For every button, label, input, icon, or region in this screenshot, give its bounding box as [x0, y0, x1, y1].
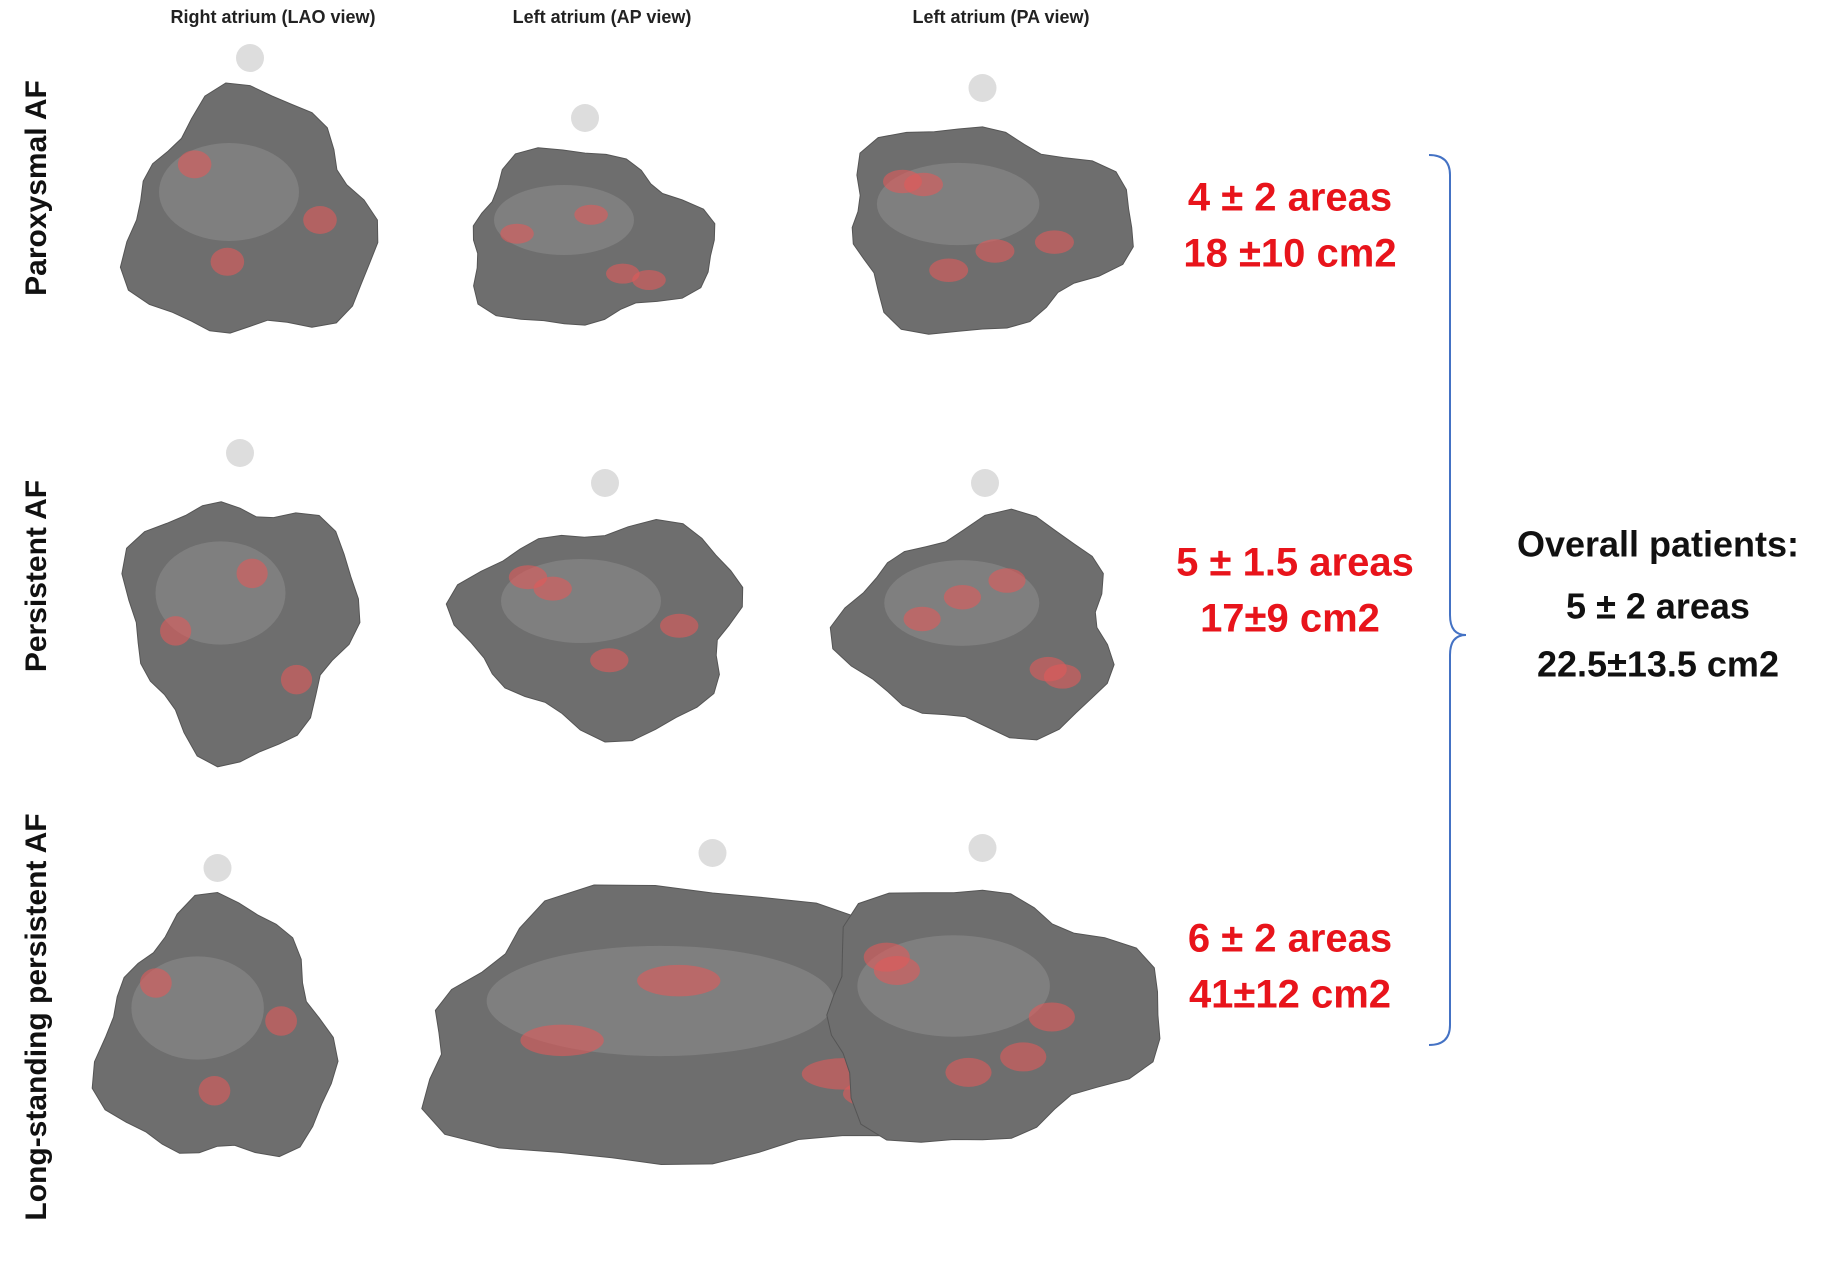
ablation-area	[988, 568, 1026, 593]
ablation-area	[637, 964, 721, 997]
ablation-area	[606, 263, 640, 284]
ablation-area	[520, 1024, 604, 1057]
orientation-icon	[226, 439, 254, 467]
orientation-icon	[571, 104, 599, 132]
column-header: Left atrium (AP view)	[513, 7, 692, 27]
orientation-icon	[968, 834, 997, 862]
ablation-area	[280, 664, 313, 695]
overall-title: Overall patients:	[1517, 524, 1799, 565]
ablation-area	[863, 942, 910, 972]
orientation-icon	[971, 469, 999, 497]
row-label: Long-standing persistent AF	[20, 813, 53, 1220]
ablation-area	[500, 223, 534, 244]
areas-stat: 5 ± 1.5 areas	[1176, 541, 1414, 585]
orientation-icon	[203, 854, 232, 882]
ablation-area	[1043, 664, 1082, 689]
row-label: Persistent AF	[20, 480, 53, 672]
areas-stat: 4 ± 2 areas	[1188, 176, 1392, 220]
ablation-area	[160, 616, 192, 646]
ablation-area	[943, 584, 982, 610]
column-header: Left atrium (PA view)	[912, 7, 1089, 27]
overall-areas: 5 ± 2 areas	[1566, 586, 1750, 627]
ablation-area	[574, 204, 608, 225]
overall-surface: 22.5±13.5 cm2	[1537, 644, 1779, 685]
orientation-icon	[591, 469, 619, 497]
surface-stat: 18 ±10 cm2	[1183, 232, 1396, 276]
column-header: Right atrium (LAO view)	[170, 7, 375, 27]
ablation-area	[590, 648, 629, 673]
ablation-area	[903, 606, 941, 632]
ablation-area	[1000, 1042, 1047, 1072]
surface-stat: 17±9 cm2	[1200, 597, 1380, 641]
brace	[1428, 154, 1467, 1046]
ablation-area	[303, 206, 337, 234]
ablation-area	[929, 258, 969, 282]
ablation-area	[236, 558, 268, 589]
orientation-icon	[698, 839, 727, 867]
ablation-area	[945, 1057, 992, 1087]
row-label: Paroxysmal AF	[20, 80, 53, 296]
ablation-area	[1028, 1002, 1075, 1032]
ablation-area	[1034, 230, 1074, 254]
ablation-area	[265, 1006, 298, 1036]
ablation-area	[210, 247, 245, 276]
areas-stat: 6 ± 2 areas	[1188, 917, 1392, 961]
orientation-icon	[236, 44, 264, 72]
ablation-area	[659, 613, 699, 638]
ablation-area	[975, 239, 1015, 263]
shading	[494, 185, 634, 255]
ablation-area	[882, 169, 922, 194]
surface-stat: 41±12 cm2	[1189, 973, 1391, 1017]
ablation-area	[139, 968, 172, 998]
orientation-icon	[968, 74, 997, 102]
ablation-area	[198, 1075, 231, 1106]
ablation-area	[177, 150, 212, 179]
atrium-maps	[91, 44, 1161, 1166]
ablation-area	[508, 565, 548, 590]
ablation-area	[632, 269, 666, 290]
